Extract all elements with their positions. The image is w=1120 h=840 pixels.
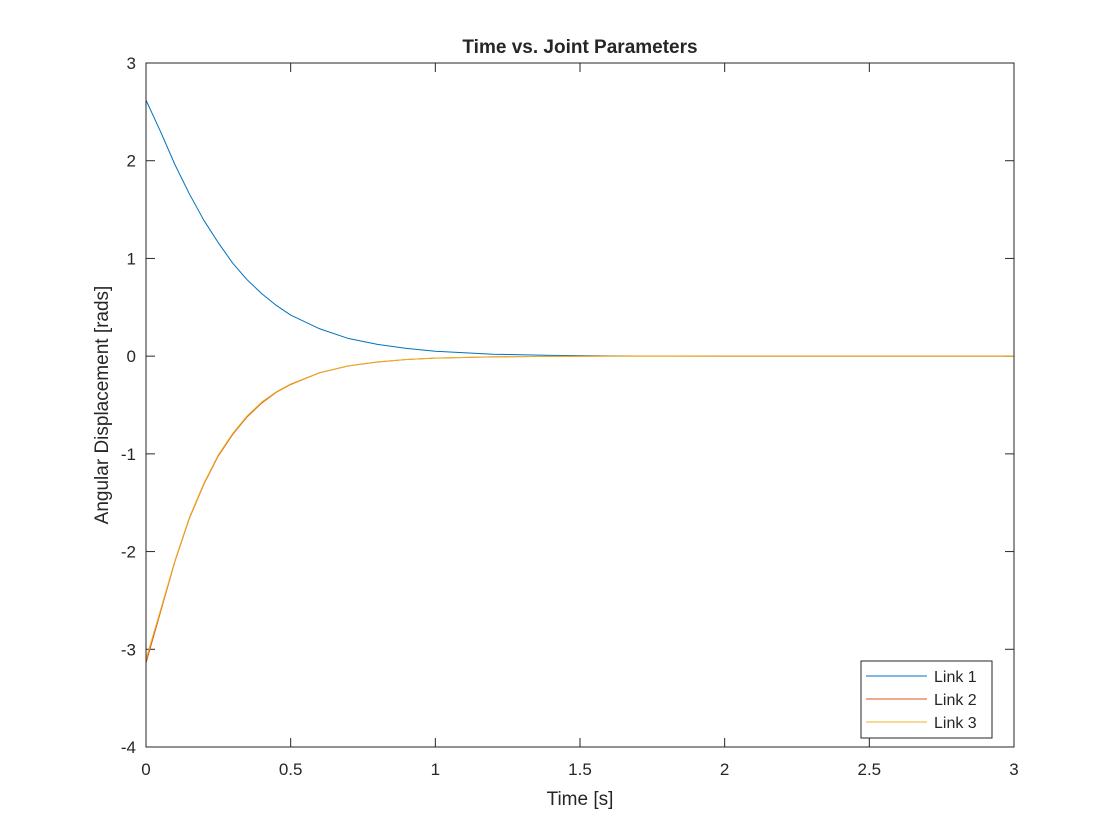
- legend-entries: Link 1 Link 2 Link 3: [866, 669, 977, 732]
- y-tick-label: -4: [121, 738, 136, 757]
- y-axis-label: Angular Displacement [rads]: [92, 286, 113, 525]
- x-tick-label: 2.5: [858, 760, 882, 779]
- plot-area: [146, 63, 1014, 747]
- x-axis-label: Time [s]: [547, 789, 614, 810]
- series-line-link-3: [145, 355, 1014, 660]
- y-tick-label: 2: [127, 152, 136, 171]
- legend-label-link-2: Link 2: [934, 692, 977, 709]
- x-tick-label: 0.5: [279, 760, 303, 779]
- x-tick-label: 1: [431, 760, 440, 779]
- series-layer: [145, 99, 1014, 664]
- y-tick-label: 1: [127, 249, 136, 268]
- y-tick-label: -1: [121, 445, 136, 464]
- x-tick-label: 1.5: [568, 760, 592, 779]
- plot-frame: [145, 62, 1015, 748]
- legend-label-link-1: Link 1: [934, 669, 977, 686]
- y-tick-label: -3: [121, 640, 136, 659]
- y-tick-label: 0: [127, 347, 136, 366]
- y-tick-label: -2: [121, 543, 136, 562]
- x-tick-label: 0: [141, 760, 150, 779]
- y-tick-label: 3: [127, 54, 136, 73]
- x-tick-label: 3: [1009, 760, 1018, 779]
- chart-title: Time vs. Joint Parameters: [462, 37, 697, 58]
- legend: Link 1 Link 2 Link 3: [860, 660, 993, 739]
- x-tick-label: 2: [720, 760, 729, 779]
- legend-label-link-3: Link 3: [934, 715, 977, 732]
